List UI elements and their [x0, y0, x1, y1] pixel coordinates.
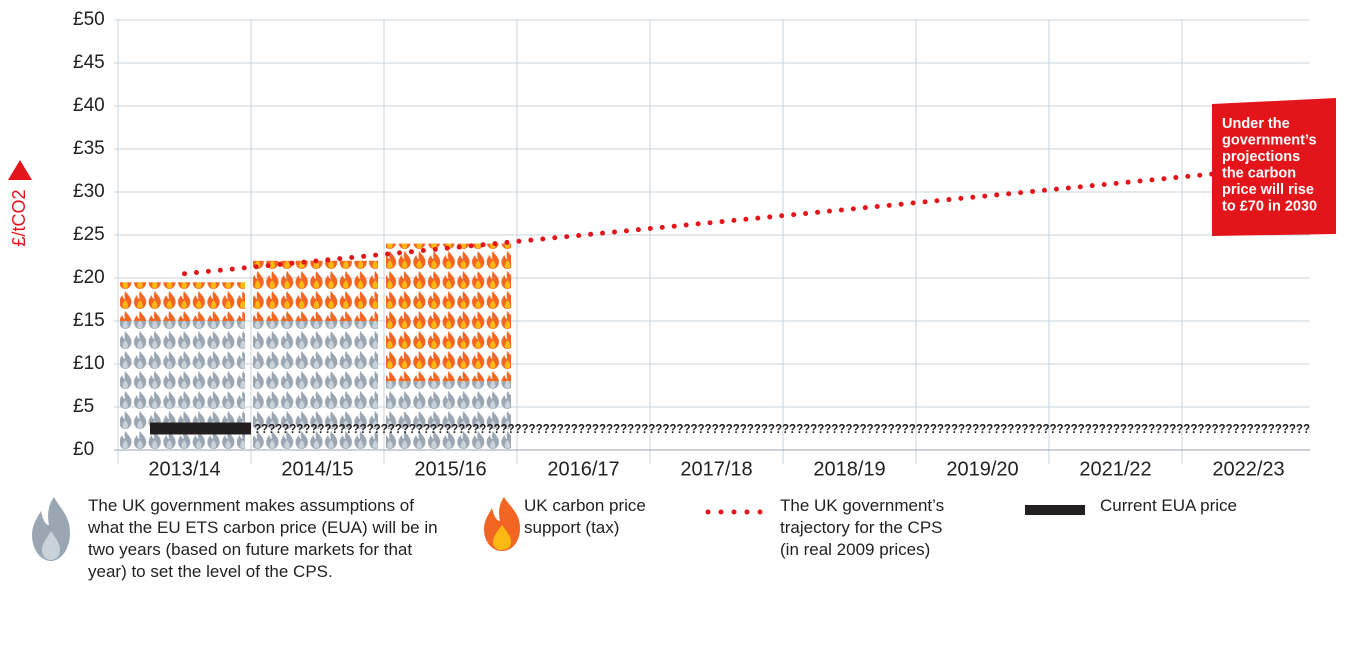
legend-icon: [32, 497, 70, 561]
x-tick-label: 2015/16: [414, 458, 486, 480]
y-tick-label: £25: [73, 224, 105, 245]
eua-bar: [150, 422, 251, 435]
legend-label: UK carbon price support (tax): [524, 496, 646, 537]
bar-segment: [120, 282, 245, 321]
y-tick-label: £0: [73, 439, 94, 460]
annotation-text: Under the: [1222, 116, 1290, 132]
chart: £/tCO2 £0 £5 £10 £15 £20 £25 £30 £35 £40 £45 £50 20…: [8, 9, 1336, 480]
y-tick-label: £15: [73, 310, 105, 331]
axis-arrow: [8, 160, 32, 180]
annotation-text: projections: [1222, 149, 1300, 165]
bar-segment: [253, 260, 378, 321]
y-tick-label: £35: [73, 138, 105, 159]
x-tick-label: 2014/15: [281, 458, 353, 480]
y-tick-label: £40: [73, 95, 105, 116]
bar-segment: [386, 381, 511, 450]
legend-label: The UK government’s trajectory for the C…: [780, 496, 945, 559]
annotation-text: price will rise: [1222, 182, 1314, 198]
annotation-text: to £70 in 2030: [1222, 198, 1317, 214]
x-tick-label: 2018/19: [813, 458, 885, 480]
y-tick-label: £50: [73, 9, 105, 30]
x-tick-label: 2021/22: [1079, 458, 1151, 480]
annotation-text: government’s: [1222, 132, 1317, 148]
legend-icon: [484, 497, 520, 551]
x-tick-label: 2022/23: [1212, 458, 1284, 480]
bar-segment: [253, 321, 378, 450]
annotation-box: [1212, 98, 1336, 236]
legend-label: Current EUA price: [1100, 496, 1237, 515]
legend-icon: [705, 509, 768, 515]
y-tick-label: £10: [73, 353, 105, 374]
x-tick-label: 2013/14: [148, 458, 220, 480]
x-tick-label: 2016/17: [547, 458, 619, 480]
bar-segment: [386, 243, 511, 382]
y-axis-label: £/tCO2: [9, 189, 29, 246]
x-tick-label: 2019/20: [946, 458, 1018, 480]
annotation-text: the carbon: [1222, 165, 1296, 181]
unknown-label: ????????????????????????????????????????…: [254, 421, 1310, 436]
y-tick-label: £5: [73, 396, 94, 417]
legend-label: The UK government makes assumptions of w…: [88, 496, 438, 581]
y-tick-label: £30: [73, 181, 105, 202]
legend-icon: [1025, 505, 1085, 515]
x-tick-label: 2017/18: [680, 458, 752, 480]
y-tick-label: £45: [73, 52, 105, 73]
y-tick-label: £20: [73, 267, 105, 288]
trajectory-line: [182, 168, 1251, 277]
legend: The UK government makes assumptions of w…: [0, 495, 1368, 645]
